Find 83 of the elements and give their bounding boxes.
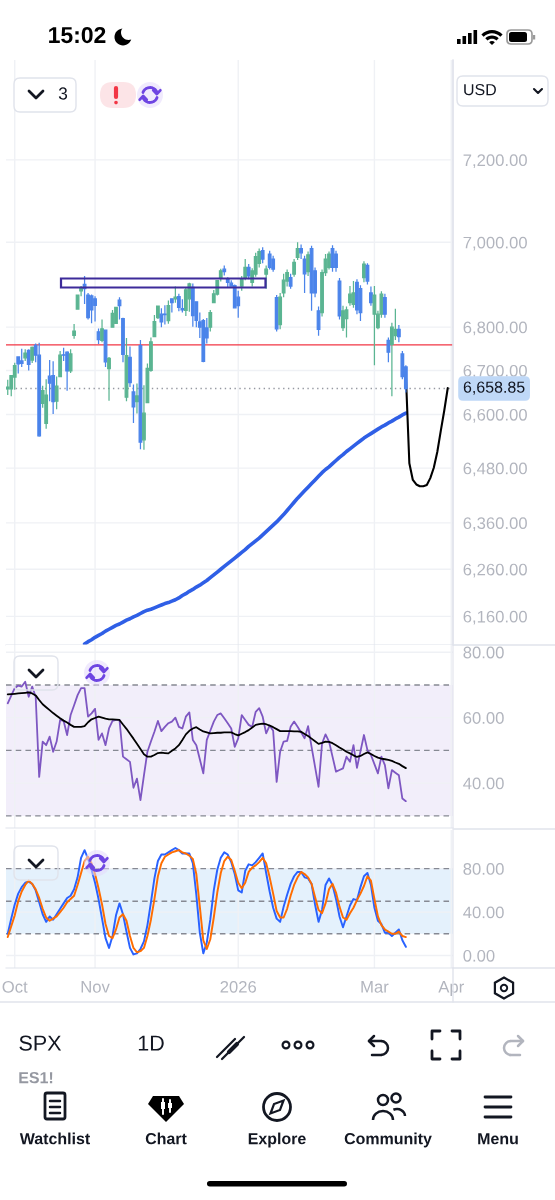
ref-line-label: 6,658.85 [463, 381, 525, 395]
text: ES1! [19, 1071, 53, 1084]
annotation: 3 [58, 87, 68, 100]
candlestick [54, 375, 59, 410]
y-tick-label: 6,600.00 [463, 408, 527, 423]
candlestick [246, 263, 251, 280]
candlestick [135, 382, 139, 415]
line-series [6, 680, 407, 803]
candlestick [288, 273, 293, 290]
candlestick [169, 298, 174, 314]
x-tick-label: Nov [81, 981, 110, 993]
candlestick [89, 293, 94, 324]
candlestick [306, 250, 310, 277]
candlestick [93, 295, 97, 323]
y-tick-label: 6,260.00 [463, 563, 527, 578]
candlestick [271, 255, 276, 273]
candlestick [369, 285, 373, 307]
y-tick-label: 40.00 [463, 777, 504, 790]
y-tick-label: 40.00 [463, 906, 504, 919]
candlestick [222, 264, 227, 277]
candlestick [372, 285, 377, 366]
candlestick [292, 258, 297, 278]
candlestick [131, 383, 136, 424]
candlestick [30, 345, 35, 364]
line-series [82, 411, 408, 645]
candlestick [37, 342, 42, 438]
x-tick-label: 2026 [220, 980, 257, 993]
y-tick-label: 80.00 [463, 863, 504, 875]
y-tick-label: 6,800.00 [463, 321, 527, 336]
candlestick [65, 350, 70, 392]
text: 1D [138, 1035, 164, 1051]
y-tick-label: 6,700.00 [463, 364, 527, 379]
text: Watchlist [19, 1132, 90, 1145]
candlestick [114, 306, 118, 324]
candlestick [348, 285, 352, 307]
candlestick [107, 356, 111, 402]
candlestick [362, 260, 366, 283]
candlestick [176, 293, 181, 312]
candlestick [128, 345, 132, 388]
y-tick-label: 7,000.00 [463, 236, 527, 251]
candlestick [351, 280, 356, 309]
y-tick-label: 6,160.00 [463, 610, 527, 625]
candlestick [51, 360, 56, 415]
y-tick-label: 6,480.00 [463, 462, 527, 477]
text: Explore [248, 1132, 306, 1148]
candlestick [180, 298, 185, 314]
candlestick [159, 307, 164, 328]
candlestick [68, 348, 73, 374]
x-tick-label: Oct [2, 980, 28, 993]
y-tick-label: 7,200.00 [463, 154, 527, 169]
y-tick-label: 60.00 [463, 712, 504, 724]
candlestick [72, 323, 77, 340]
candlestick [260, 246, 265, 264]
candlestick [58, 350, 63, 378]
text: 15:02 [49, 26, 106, 44]
text: Chart [145, 1132, 187, 1145]
y-tick-label: 6,360.00 [463, 517, 527, 532]
line-series [6, 691, 407, 769]
y-tick-label: 80.00 [463, 646, 504, 659]
text: USD [464, 83, 496, 96]
x-tick-label: Mar [361, 981, 389, 993]
candlestick [162, 304, 167, 326]
text: SPX [19, 1035, 62, 1051]
candlestick [6, 379, 10, 396]
y-tick-label: 0.00 [463, 949, 495, 962]
candlestick [295, 241, 300, 261]
candlestick [365, 262, 370, 286]
x-tick-label: Apr [438, 981, 464, 997]
candlestick [382, 293, 387, 319]
candlestick [23, 348, 28, 362]
candlestick [208, 309, 213, 333]
candlestick [396, 324, 401, 343]
candlestick [267, 250, 272, 271]
candlestick [386, 336, 391, 363]
candlestick [26, 348, 31, 372]
text: Menu [478, 1133, 518, 1145]
text: Community [344, 1132, 432, 1148]
candlestick [344, 305, 349, 339]
candlestick [44, 378, 49, 430]
candlestick [309, 245, 314, 312]
candlestick [166, 299, 171, 325]
candlestick [100, 318, 104, 343]
candlestick [183, 286, 188, 317]
